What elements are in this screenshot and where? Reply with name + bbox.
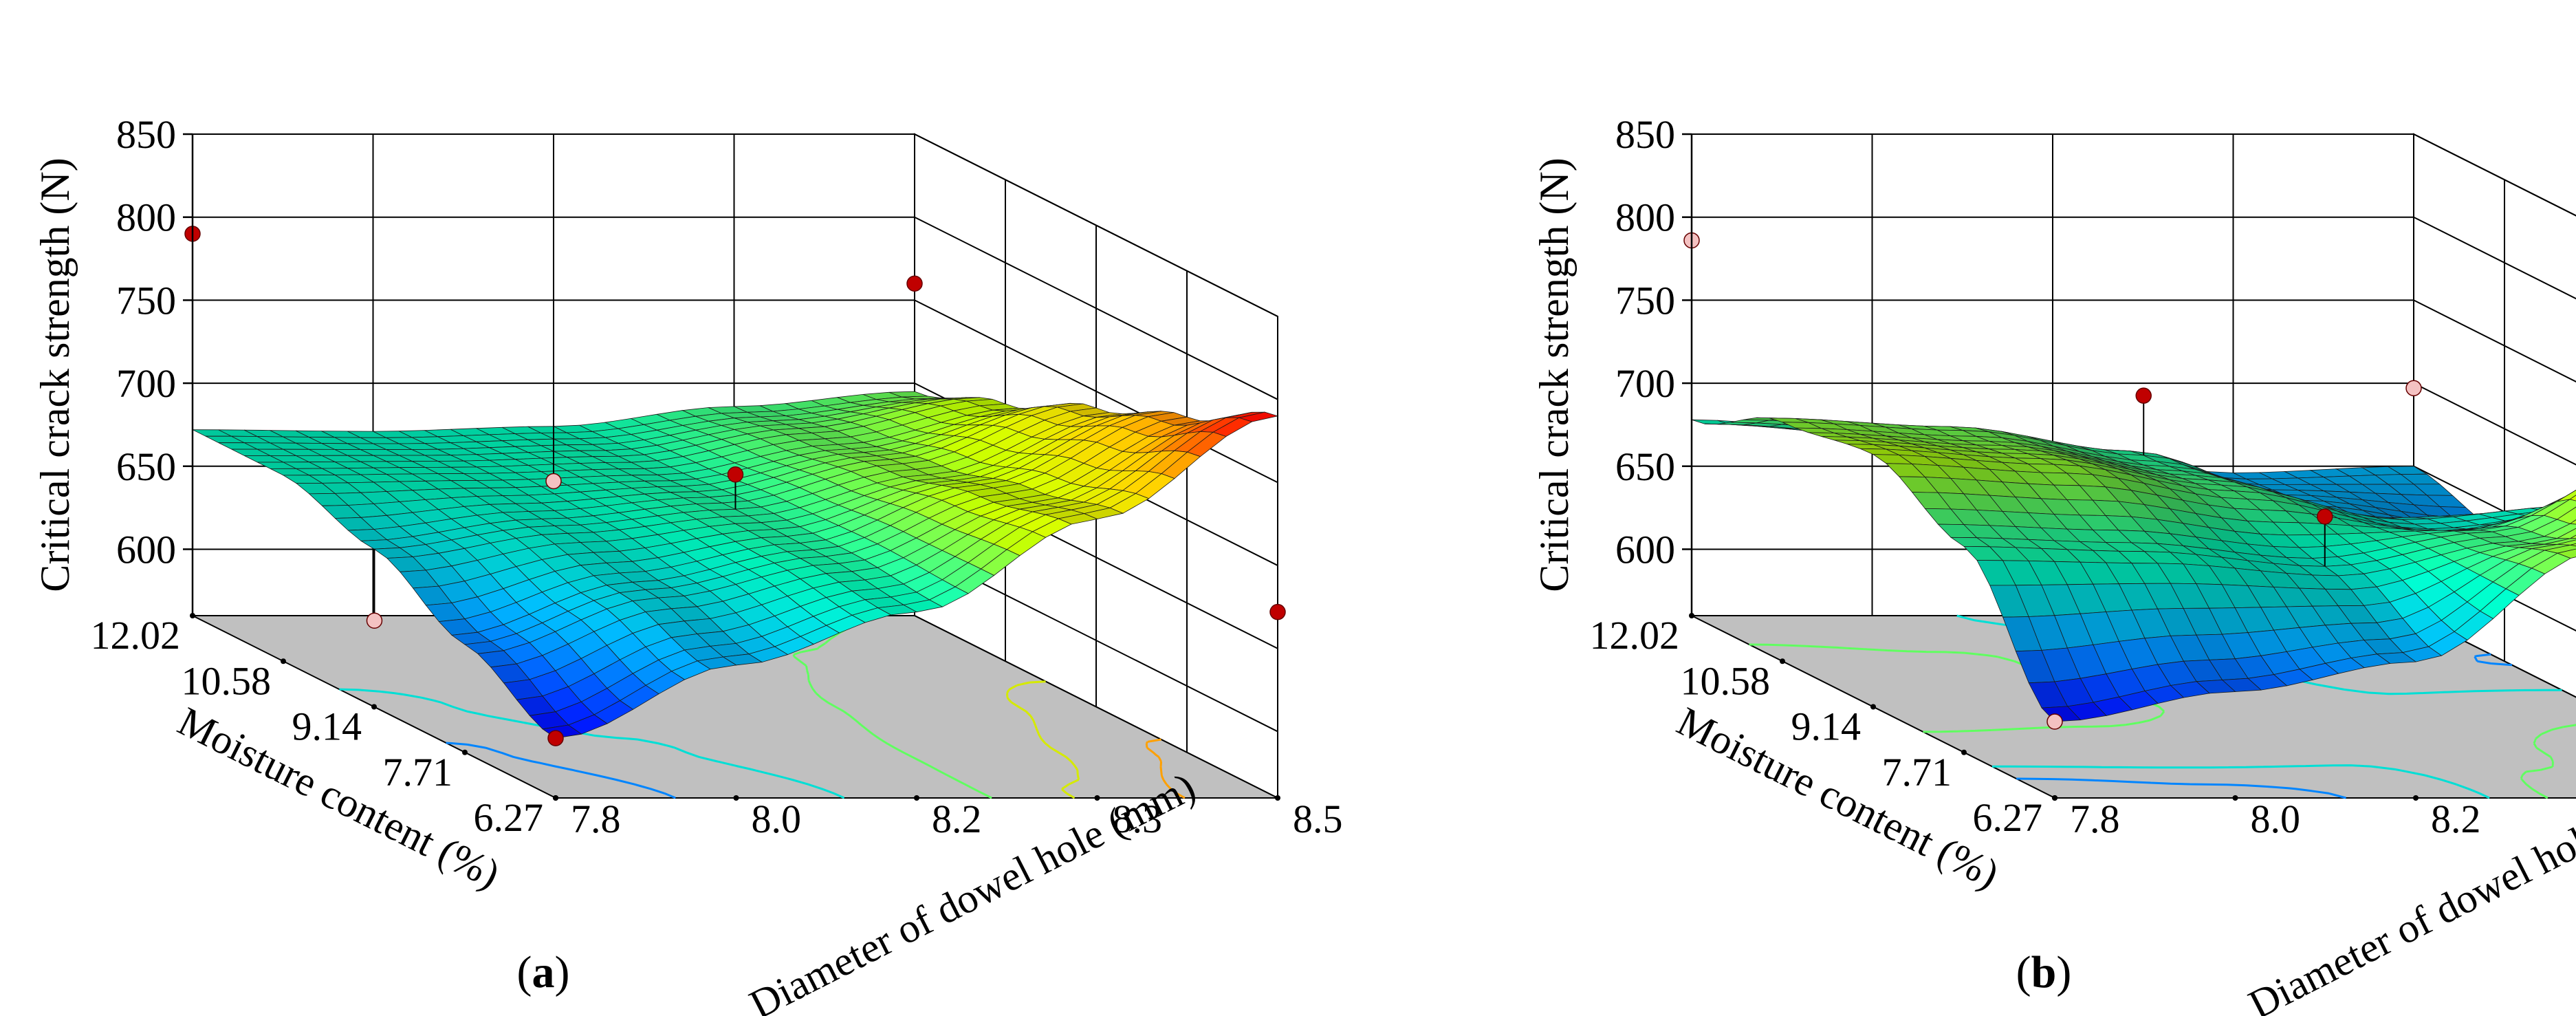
y-tick-label: 8.0 [2251,797,2301,841]
surface-facet [2569,519,2576,525]
z-tick-label: 600 [116,527,176,572]
z-tick-label: 750 [116,278,176,323]
wall-gridline [193,133,1278,317]
z-axis-title: Critical crack strength (N) [32,158,78,592]
z-tick-label: 700 [1615,361,1675,406]
y-tick-label: 8.0 [752,797,802,841]
panel-a-contours [339,615,1186,799]
wall-gridline [1692,133,2576,217]
x-tick-label: 9.14 [292,704,362,749]
design-point [906,275,923,292]
y-tick-label: 8.5 [1293,797,1343,841]
contour-line [446,742,676,799]
contour-line [2016,653,2513,799]
z-tick-label: 750 [1615,278,1675,323]
panel-b-label: (b) [2016,947,2072,997]
z-tick-label: 800 [116,195,176,240]
x-tick [462,749,468,755]
x-tick-label: 10.58 [182,658,272,703]
y-tick-label: 8.2 [2431,797,2481,841]
y-tick [553,795,558,801]
x-tick-label: 6.27 [474,795,544,840]
x-tick-label: 9.14 [1791,704,1862,749]
y-tick [1094,795,1100,801]
x-tick [1780,658,1785,664]
y-tick-label: 7.8 [571,797,621,841]
z-axis-title: Critical crack strength (N) [1531,158,1577,592]
z-tick-label: 650 [1615,444,1675,489]
panel-a-surface [184,226,1286,746]
panel-a-design-points [366,426,562,629]
design-point [366,612,383,629]
contour-line [1145,738,1186,799]
y-tick [914,795,919,801]
y-tick [2052,795,2057,801]
x-tick-label: 12.02 [91,613,181,658]
design-point [727,466,744,483]
x-tick-label: 7.71 [1882,750,1952,795]
y-tick [1275,795,1280,801]
y-tick-label: 8.2 [932,797,982,841]
design-point [2405,380,2422,397]
surface-facet [2570,534,2576,539]
x-tick [1961,749,1967,755]
z-tick-label: 850 [1615,112,1675,157]
x-tick [281,658,286,664]
design-point [2317,508,2333,525]
design-point [545,473,562,490]
wall-gridline [1692,299,2576,382]
design-points-above [2135,387,2333,567]
x-tick [371,704,377,710]
surface-facet [2570,543,2576,547]
x-tick-label: 10.58 [1681,658,1771,703]
z-tick-label: 850 [116,112,176,157]
z-tick-label: 650 [116,444,176,489]
design-point [547,730,564,746]
design-point [1269,603,1286,620]
wall-gridline [193,216,1278,400]
y-tick [733,795,739,801]
z-tick-label: 800 [1615,195,1675,240]
x-tick [1689,613,1694,618]
panel-b-surface [1691,387,2576,722]
z-tick-label: 700 [116,361,176,406]
design-point [2135,387,2152,404]
y-tick-label: 8.3 [1113,797,1163,841]
contour-line [1006,680,1080,799]
x-tick [190,613,195,618]
z-tick-label: 600 [1615,527,1675,572]
wall-gridline [1692,216,2576,300]
design-point [2046,713,2063,730]
x-tick [1870,704,1876,710]
panel-a-label: (a) [517,947,570,997]
x-tick-label: 7.71 [383,750,453,795]
x-tick-label: 12.02 [1590,613,1680,658]
x-tick-label: 6.27 [1973,795,2043,840]
y-tick [2413,795,2419,801]
y-tick-label: 7.8 [2070,797,2120,841]
y-tick [2232,795,2238,801]
